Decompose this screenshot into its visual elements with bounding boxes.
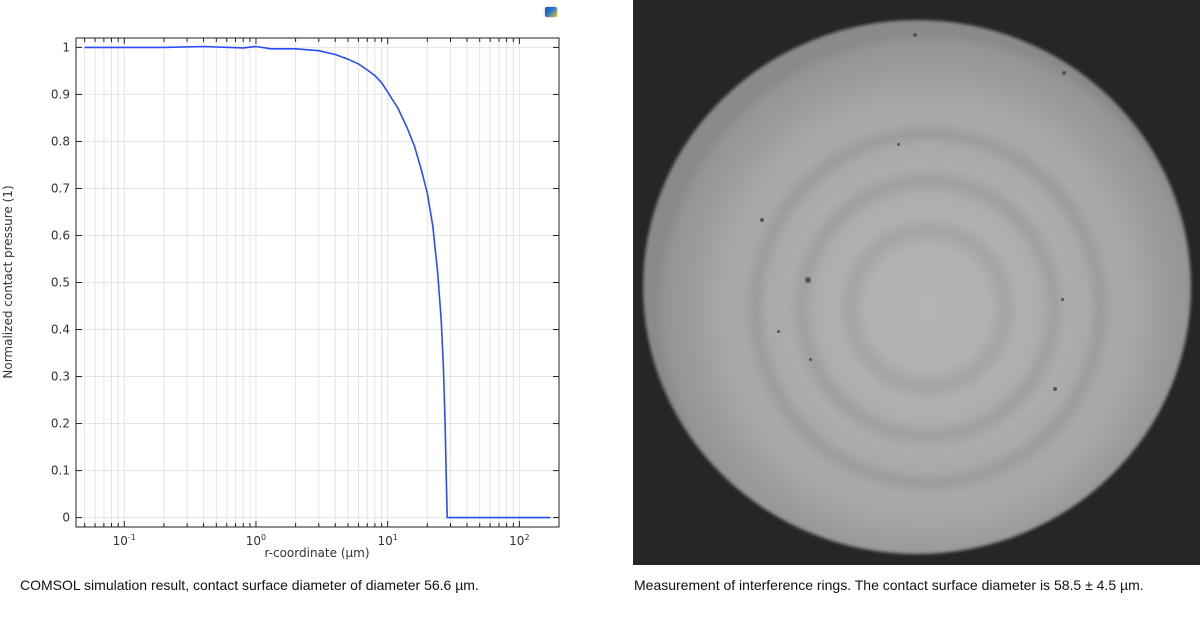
interference-rings-photo — [633, 0, 1200, 565]
y-tick-label: 0.1 — [51, 464, 70, 478]
x-tick-label: 102 — [509, 533, 529, 548]
y-tick-label: 0.4 — [51, 323, 70, 337]
x-tick-label: 10-1 — [113, 533, 136, 548]
x-axis-label: r-coordinate (µm) — [265, 546, 370, 560]
y-tick-label: 0.8 — [51, 134, 70, 148]
grid — [76, 38, 560, 527]
x-tick-label: 101 — [377, 533, 397, 548]
pressure-chart: 0 0.1 0.2 0.3 0.4 0.5 0.6 0.7 0.8 0.9 1 10-1 100 101 1… — [1, 37, 560, 560]
tick-labels: 0 0.1 0.2 0.3 0.4 0.5 0.6 0.7 0.8 0.9 1 10-1 100 101 1… — [51, 40, 530, 548]
y-tick-label: 0.3 — [51, 370, 70, 384]
y-tick-label: 0.9 — [51, 87, 70, 101]
contact-disc — [643, 20, 1191, 554]
y-tick-label: 0 — [62, 511, 70, 525]
y-tick-label: 0.7 — [51, 181, 70, 195]
series-line — [84, 45, 551, 519]
y-axis-label: Normalized contact pressure (1) — [1, 185, 15, 378]
y-tick-label: 0.2 — [51, 417, 70, 431]
caption-right: Measurement of interference rings. The c… — [634, 577, 1144, 593]
ticks — [76, 38, 560, 527]
y-tick-label: 0.5 — [51, 276, 70, 290]
x-tick-label: 100 — [246, 533, 266, 548]
y-tick-label: 0.6 — [51, 228, 70, 242]
caption-left: COMSOL simulation result, contact surfac… — [20, 577, 479, 593]
y-tick-label: 1 — [62, 40, 70, 54]
comsol-logo-icon — [545, 7, 557, 17]
plot-frame — [75, 37, 560, 528]
